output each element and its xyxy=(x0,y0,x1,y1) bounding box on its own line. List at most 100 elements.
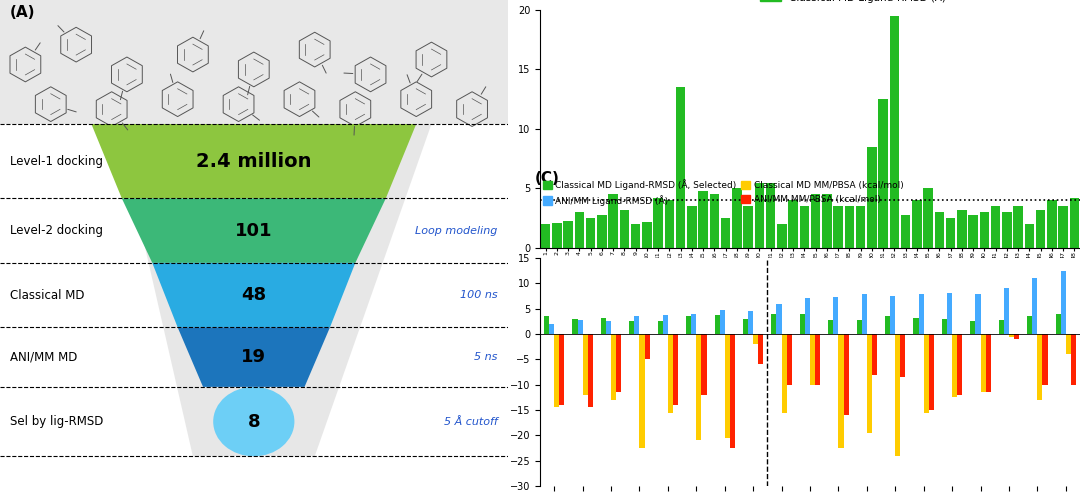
Bar xyxy=(1014,334,1020,339)
Bar xyxy=(582,334,588,395)
Text: Loop modeling: Loop modeling xyxy=(415,226,498,236)
Bar xyxy=(1058,206,1068,248)
Bar xyxy=(691,313,697,334)
Bar xyxy=(552,223,562,248)
Bar xyxy=(834,206,842,248)
Bar xyxy=(1003,288,1009,334)
Bar xyxy=(608,194,618,248)
Bar xyxy=(885,316,890,334)
Bar xyxy=(701,334,706,395)
Bar xyxy=(1055,313,1061,334)
Bar xyxy=(914,318,919,334)
Legend: Classical MD Ligand-RMSD (Å): Classical MD Ligand-RMSD (Å) xyxy=(756,0,950,7)
Bar xyxy=(1038,334,1042,400)
Bar xyxy=(946,218,956,248)
Text: Level-2 docking: Level-2 docking xyxy=(10,224,104,237)
X-axis label: Ligand Index: Ligand Index xyxy=(774,264,846,274)
Bar xyxy=(544,316,549,334)
Bar xyxy=(676,87,686,248)
Bar xyxy=(559,334,565,405)
Bar xyxy=(664,200,674,248)
Bar xyxy=(957,210,967,248)
Bar xyxy=(913,200,921,248)
Bar xyxy=(771,313,777,334)
Bar xyxy=(856,320,862,334)
Bar xyxy=(699,191,707,248)
Bar xyxy=(1066,334,1071,354)
Bar xyxy=(730,334,735,448)
Bar xyxy=(799,206,809,248)
Bar xyxy=(1071,334,1076,385)
Text: Sel by lig-RMSD: Sel by lig-RMSD xyxy=(10,415,104,428)
Bar xyxy=(1048,200,1056,248)
Bar xyxy=(778,224,786,248)
Bar xyxy=(600,318,606,334)
Bar xyxy=(578,320,582,334)
Bar xyxy=(957,334,962,395)
Bar xyxy=(1036,210,1045,248)
Legend: Classical MD Ligand-RMSD (Å, Selected), ANI/MM Ligand-RMSD (Å), Classical MD MM/: Classical MD Ligand-RMSD (Å, Selected), … xyxy=(539,176,907,209)
Bar xyxy=(1069,198,1079,248)
Bar xyxy=(990,206,1000,248)
Bar xyxy=(969,215,977,248)
Bar xyxy=(720,218,730,248)
Bar xyxy=(620,210,630,248)
Bar xyxy=(1025,224,1035,248)
Bar xyxy=(934,212,944,248)
Bar xyxy=(843,334,849,415)
Bar xyxy=(986,334,990,392)
Bar xyxy=(697,334,701,440)
Bar xyxy=(1002,212,1012,248)
Bar xyxy=(673,334,678,405)
Bar xyxy=(753,334,758,344)
Text: (A): (A) xyxy=(10,5,36,20)
Bar xyxy=(631,224,640,248)
Bar xyxy=(549,324,554,334)
Bar xyxy=(867,334,872,433)
Bar xyxy=(766,183,775,248)
Text: (C): (C) xyxy=(535,171,559,186)
Bar xyxy=(786,334,792,385)
Bar xyxy=(980,212,989,248)
Bar xyxy=(975,295,981,334)
Polygon shape xyxy=(177,327,330,387)
Bar xyxy=(923,334,929,413)
Bar xyxy=(725,334,730,438)
FancyBboxPatch shape xyxy=(0,0,508,124)
Bar xyxy=(643,222,651,248)
Bar xyxy=(687,206,697,248)
Bar xyxy=(575,212,584,248)
Bar xyxy=(890,296,895,334)
Bar xyxy=(686,316,691,334)
Bar xyxy=(634,316,639,334)
Bar xyxy=(845,206,854,248)
Bar xyxy=(970,321,975,334)
Bar xyxy=(805,299,810,334)
Bar xyxy=(947,294,953,334)
Bar xyxy=(554,334,559,408)
Bar xyxy=(810,334,815,385)
Bar xyxy=(715,314,719,334)
Text: 19: 19 xyxy=(241,348,267,366)
Text: 5 Å cutoff: 5 Å cutoff xyxy=(444,417,498,427)
Bar xyxy=(855,206,865,248)
Bar xyxy=(834,298,838,334)
Bar xyxy=(867,147,877,248)
Bar xyxy=(890,16,900,248)
Bar xyxy=(1032,278,1038,334)
Bar xyxy=(800,313,805,334)
Bar xyxy=(606,321,611,334)
Bar xyxy=(588,334,593,408)
Bar xyxy=(710,194,719,248)
Bar xyxy=(611,334,617,400)
Bar xyxy=(630,321,634,334)
Bar xyxy=(572,319,578,334)
Bar xyxy=(732,188,742,248)
Bar xyxy=(919,295,923,334)
Bar xyxy=(953,334,957,397)
Bar xyxy=(1027,316,1032,334)
Text: ANI/MM MD: ANI/MM MD xyxy=(10,351,78,364)
Bar xyxy=(1061,271,1066,334)
Bar xyxy=(878,99,888,248)
Bar xyxy=(743,206,753,248)
